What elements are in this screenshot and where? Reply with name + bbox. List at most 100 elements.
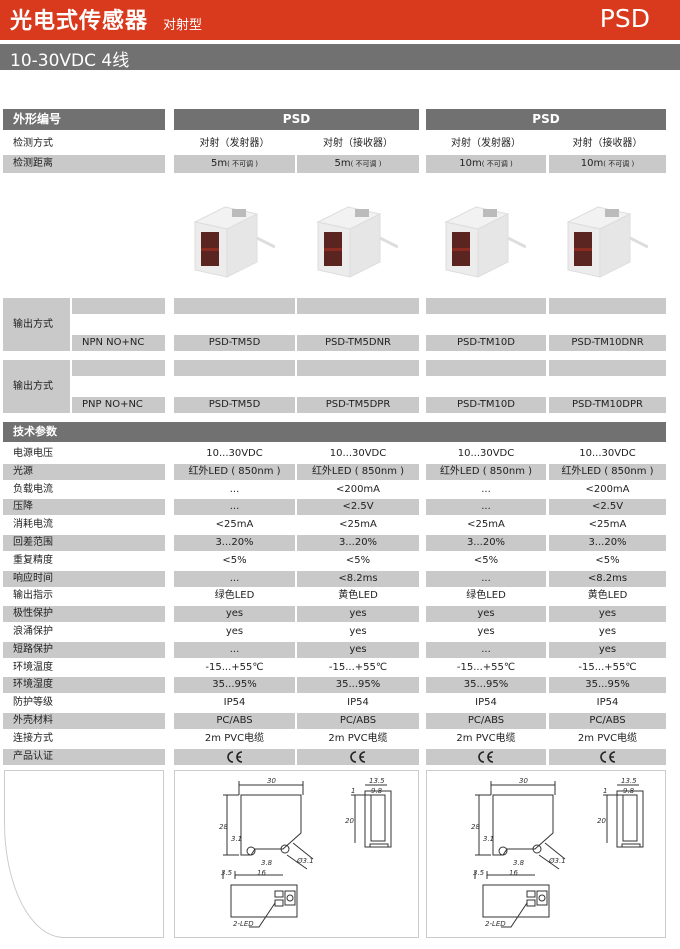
dimension-label: 16	[257, 869, 266, 877]
spec-value: 35...95%	[174, 677, 295, 694]
spec-value: yes	[549, 606, 666, 623]
spec-label: 负载电流	[13, 483, 53, 495]
led-label: 2-LED	[485, 920, 506, 928]
dimension-label: 3.8	[513, 859, 525, 867]
output-spacer	[426, 360, 546, 376]
spec-value: 黄色LED	[587, 590, 628, 602]
spec-value: ...	[426, 641, 546, 658]
tech-params-header: 技术参数	[3, 422, 666, 442]
spec-value: ...	[174, 641, 295, 658]
spec-value: 红外LED ( 850nm )	[549, 463, 666, 480]
spec-label: 浪涌保护	[13, 626, 53, 637]
distance-number: 10m	[459, 158, 482, 169]
spec-value: <25mA	[467, 519, 505, 531]
output-label: 输出方式	[3, 298, 70, 351]
spec-value: <5%	[595, 554, 620, 566]
dimension-label: 1	[603, 787, 607, 795]
spec-value: PC/ABS	[549, 713, 666, 729]
dimension-drawing: 30 13.5 9.8 1 28 3.1 20 3.8 Ø3.1 3.5 16 2-LED	[174, 770, 419, 938]
dimension-label: 13.5	[621, 777, 637, 785]
spec-label: 产品认证	[3, 748, 165, 765]
dimension-label: 28	[219, 823, 228, 831]
output-type: PNP NO+NC	[72, 397, 165, 413]
spec-label: 压降	[3, 499, 165, 516]
distance-note: ( 不可调 )	[227, 160, 259, 168]
dimension-label: 30	[519, 777, 528, 785]
spec-value: yes	[426, 606, 546, 623]
distance-number: 10m	[580, 158, 604, 169]
spec-value: <5%	[473, 554, 499, 566]
spec-value: ...	[426, 499, 546, 516]
output-spacer	[72, 360, 165, 376]
spec-value: 绿色LED	[214, 590, 255, 602]
spec-label: 防护等级	[13, 697, 53, 709]
spec-value: <8.2ms	[297, 570, 419, 587]
spec-value: PC/ABS	[426, 713, 546, 729]
model-number: PSD-TM10DNR	[549, 335, 666, 351]
dimension-label: 3.8	[261, 859, 273, 867]
distance-value: 10m( 不可调 )	[549, 155, 666, 173]
spec-value: ...	[481, 483, 491, 495]
output-type: NPN NO+NC	[72, 335, 165, 351]
spec-label: 光源	[3, 463, 165, 480]
spec-label: 消耗电流	[13, 519, 53, 531]
distance-value: 10m( 不可调 )	[426, 155, 546, 173]
shape-label: 外形编号	[3, 109, 165, 130]
sensor-product-image	[193, 206, 275, 278]
spec-value: PC/ABS	[297, 713, 419, 729]
spec-value: 3...20%	[297, 535, 419, 551]
spec-value: ...	[229, 483, 240, 495]
spec-value: <25mA	[588, 519, 627, 531]
spec-label: 输出指示	[13, 590, 53, 602]
spec-value: <25mA	[215, 519, 254, 531]
sensor-product-image	[444, 206, 526, 278]
detect-mode-value: 对射（接收器）	[572, 138, 643, 149]
detect-mode-label: 检测方式	[13, 138, 53, 149]
spec-value: <25mA	[339, 519, 377, 531]
spec-value: yes	[549, 641, 666, 658]
group-header-1: PSD	[174, 109, 419, 130]
detect-mode-value: 对射（接收器）	[323, 138, 393, 149]
ce-mark-icon	[426, 748, 546, 765]
spec-value: 黄色LED	[338, 590, 378, 602]
spec-value: -15...+55℃	[578, 661, 637, 673]
title-bar: 光电式传感器 对射型 PSD	[0, 0, 680, 40]
spec-value: ...	[426, 570, 546, 587]
dimension-label: 20	[597, 817, 606, 825]
spec-value: IP54	[596, 697, 619, 709]
spec-value: -15...+55℃	[205, 661, 264, 673]
spec-value: -15...+55℃	[328, 661, 388, 673]
ce-mark-icon	[174, 748, 295, 765]
output-spacer	[549, 360, 666, 376]
voltage-banner: 10-30VDC 4线	[0, 44, 680, 71]
spec-value: IP54	[475, 697, 497, 709]
model-number: PSD-TM10D	[426, 397, 546, 413]
spec-value: <200mA	[585, 483, 630, 495]
dimension-label: 1	[351, 787, 355, 795]
distance-note: ( 不可调 )	[481, 160, 513, 168]
spec-value: IP54	[347, 697, 369, 709]
output-spacer	[297, 360, 419, 376]
sensor-product-image	[566, 206, 648, 278]
dimension-label: Ø3.1	[548, 857, 566, 865]
detect-mode-value: 对射（发射器）	[451, 138, 521, 149]
dimension-label: 28	[471, 823, 480, 831]
distance-note: ( 不可调 )	[350, 160, 382, 168]
distance-number: 5m	[334, 158, 351, 169]
spec-label: 外壳材料	[3, 713, 165, 729]
spec-value: yes	[349, 626, 367, 637]
led-label: 2-LED	[233, 920, 254, 928]
output-spacer	[72, 298, 165, 314]
distance-label: 检测距离	[3, 155, 165, 173]
spec-value: 3...20%	[174, 535, 295, 551]
model-number: PSD-TM10DPR	[549, 397, 666, 413]
ce-mark-icon	[549, 748, 666, 765]
spec-value: 2m PVC电缆	[456, 732, 516, 744]
spec-value: yes	[598, 626, 617, 637]
dimension-label: 16	[509, 869, 518, 877]
dimension-label: 13.5	[369, 777, 385, 785]
page-subtitle: 对射型	[163, 18, 203, 33]
spec-value: 2m PVC电缆	[577, 732, 638, 744]
spec-value: <200mA	[335, 483, 381, 495]
output-label: 输出方式	[3, 360, 70, 413]
